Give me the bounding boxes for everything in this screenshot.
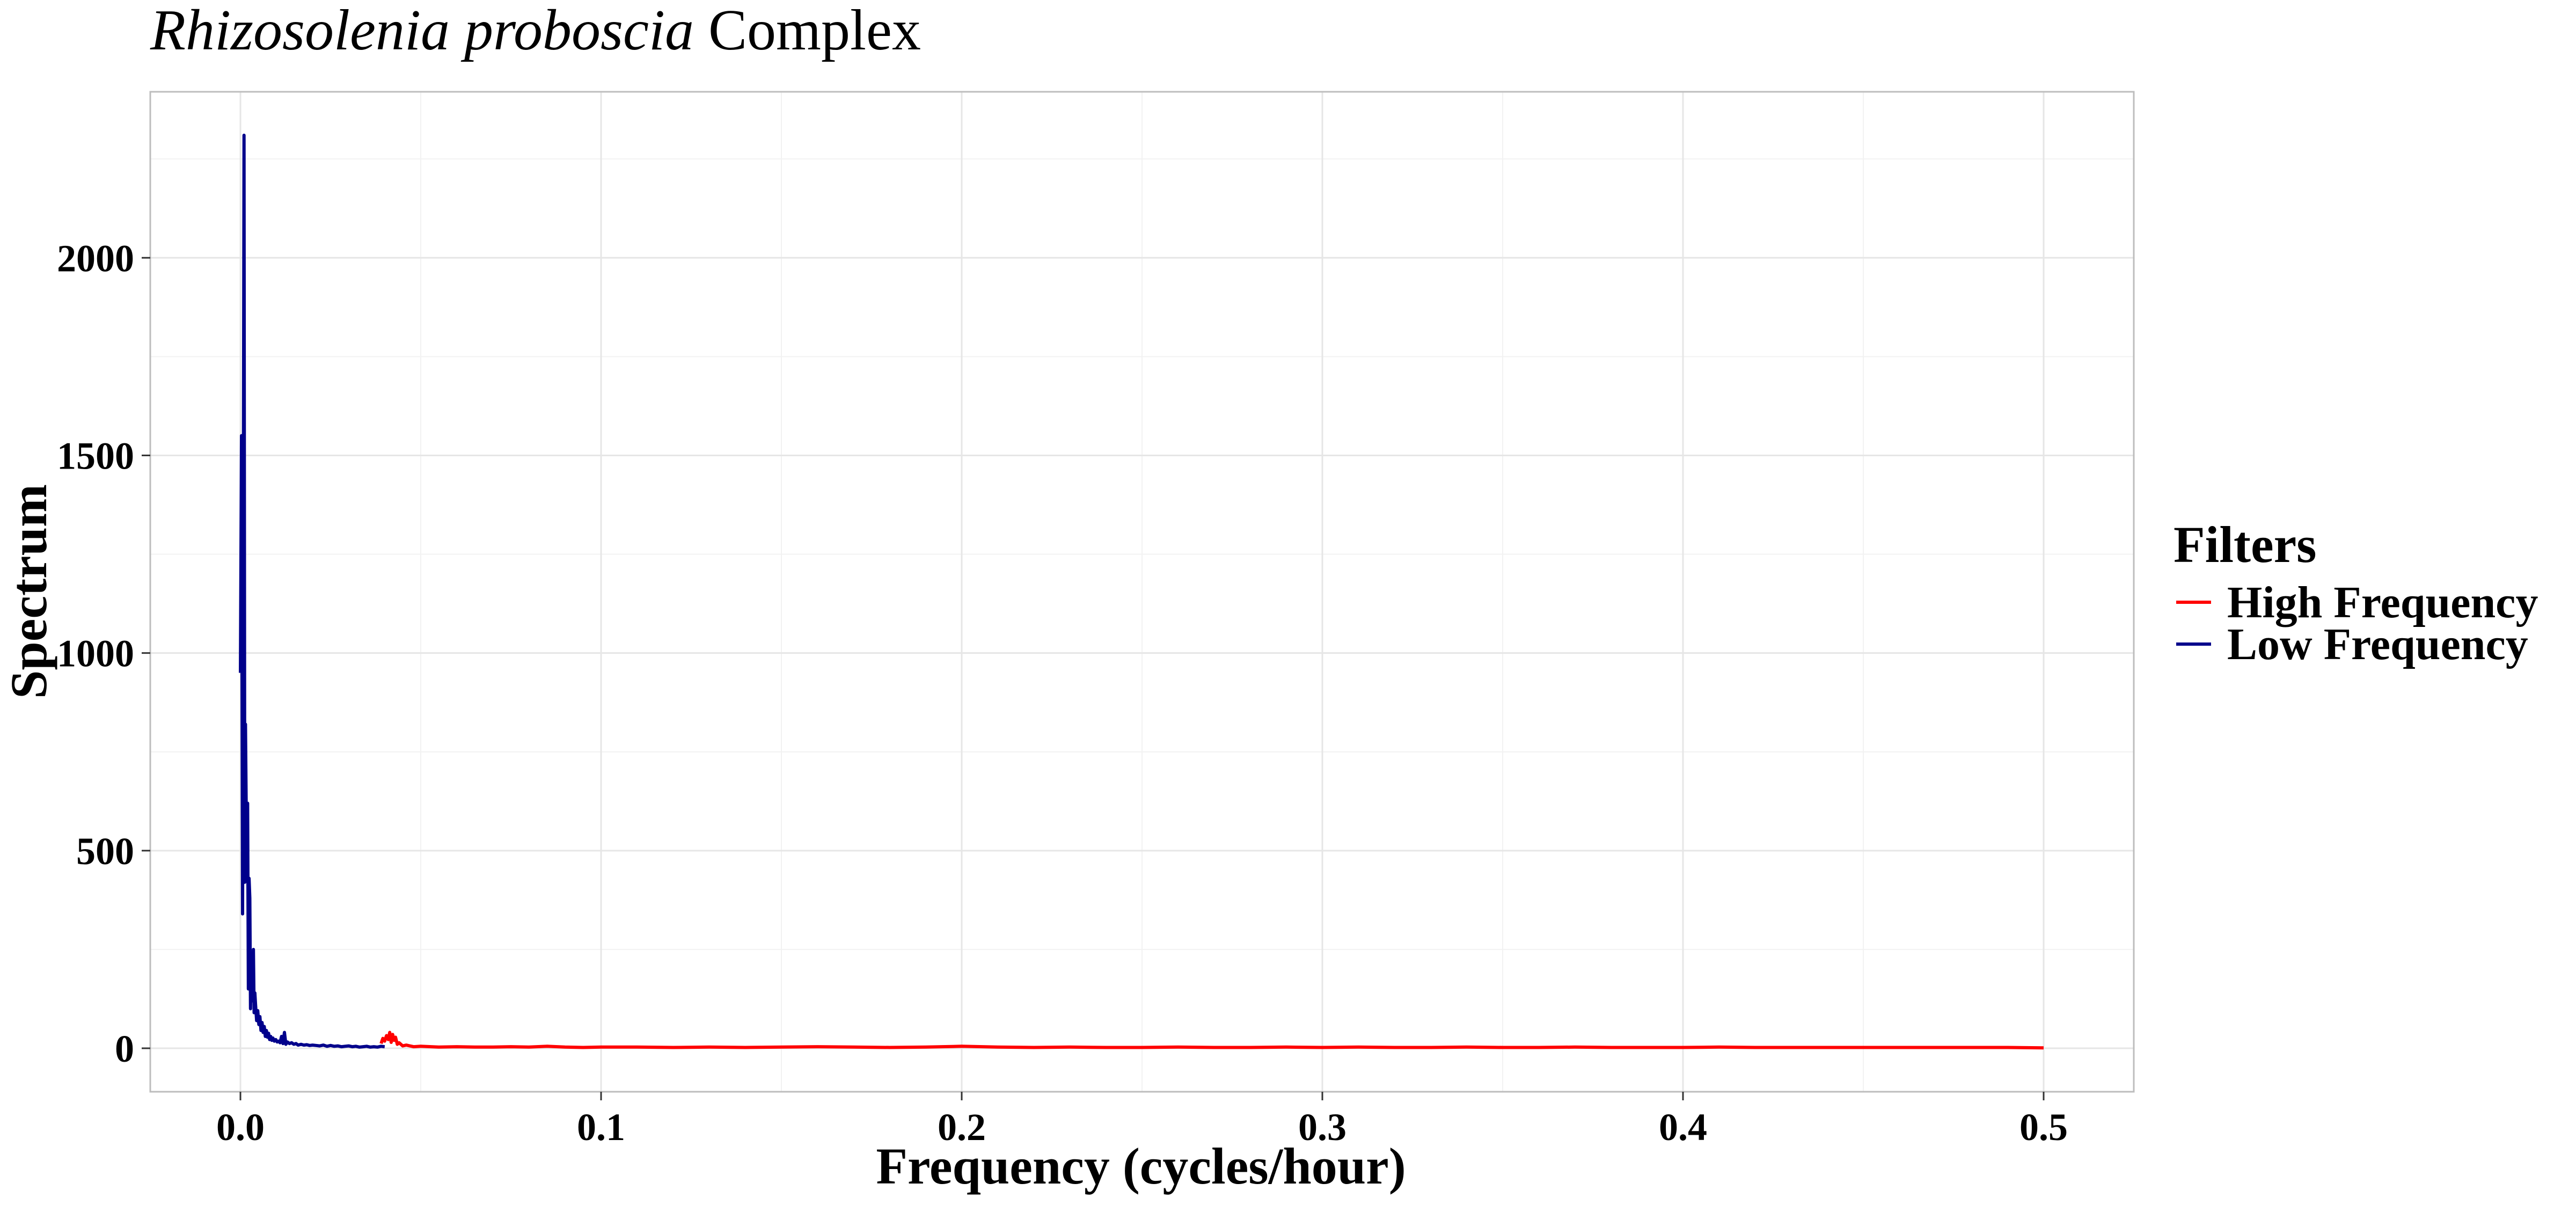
chart-title-rest: Complex — [694, 0, 921, 62]
series-lines — [239, 134, 2044, 1050]
series-line-high-frequency — [379, 1031, 2044, 1050]
x-tick-label: 0.2 — [938, 1106, 986, 1149]
x-tick-label: 0.1 — [577, 1106, 625, 1149]
y-tick-label: 1500 — [57, 434, 134, 477]
y-axis-title: Spectrum — [0, 484, 57, 699]
x-tick-label: 0.3 — [1298, 1106, 1346, 1149]
chart-title: Rhizosolenia proboscia Complex — [150, 0, 921, 62]
grid — [150, 92, 2134, 1092]
legend-label-high-frequency: High Frequency — [2227, 578, 2538, 627]
legend-label-low-frequency: Low Frequency — [2227, 619, 2528, 669]
x-axis-title: Frequency (cycles/hour) — [876, 1137, 1406, 1195]
y-tick-label: 500 — [76, 830, 134, 873]
y-tick-label: 1000 — [57, 632, 134, 675]
x-tick-label: 0.4 — [1659, 1106, 1707, 1149]
plot-panel-border — [149, 91, 2135, 1093]
x-tick-label: 0.5 — [2019, 1106, 2068, 1149]
axis-ticks: 0.0 0.1 0.2 0.3 0.4 0.5 0 500 1000 1500 2000 — [57, 237, 2068, 1149]
y-tick-label: 2000 — [57, 237, 134, 280]
chart-title-italic: Rhizosolenia proboscia — [150, 0, 694, 62]
series-line-low-frequency — [239, 134, 385, 1049]
x-tick-label: 0.0 — [216, 1106, 265, 1149]
y-tick-label: 0 — [115, 1027, 134, 1070]
legend: Filters High Frequency Low Frequency — [2174, 516, 2538, 669]
legend-title: Filters — [2174, 516, 2317, 573]
